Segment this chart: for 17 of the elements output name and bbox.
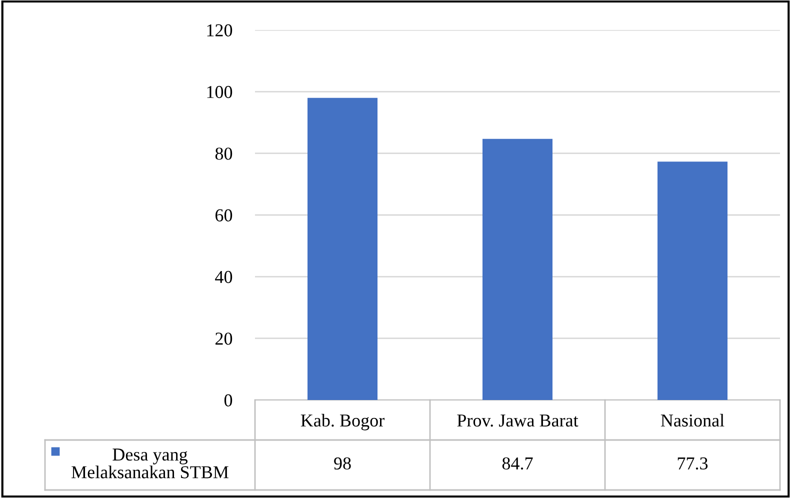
legend-label: Desa yang Melaksanakan STBM (72, 448, 228, 478)
y-tick-label: 100 (207, 86, 232, 98)
bar (308, 98, 378, 400)
x-tick-label: Prov. Jawa Barat (457, 414, 578, 427)
y-tick-label: 60 (216, 209, 232, 222)
bar (482, 138, 552, 400)
y-tick-label: 80 (215, 148, 232, 160)
data-label: 77.3 (678, 457, 708, 470)
y-tick-label: 120 (207, 24, 232, 36)
x-tick-label: Kab. Bogor (300, 414, 384, 430)
x-tick-label: Nasional (660, 414, 724, 427)
bar (658, 162, 728, 400)
data-label: 98 (334, 457, 351, 470)
data-label: 84.7 (502, 457, 533, 470)
y-tick-label: 0 (224, 394, 232, 406)
y-tick-label: 40 (215, 270, 232, 284)
y-tick-label: 20 (216, 332, 232, 345)
